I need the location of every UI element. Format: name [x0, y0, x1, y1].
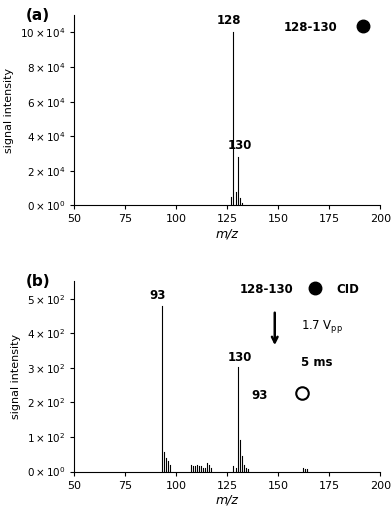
X-axis label: m/z: m/z — [216, 227, 239, 240]
Y-axis label: signal intensity: signal intensity — [11, 334, 21, 419]
X-axis label: m/z: m/z — [216, 493, 239, 506]
Text: 130: 130 — [227, 139, 252, 152]
Text: (a): (a) — [25, 8, 50, 23]
Text: 128-130: 128-130 — [284, 21, 338, 34]
Text: $1.7\ \mathrm{V_{pp}}$: $1.7\ \mathrm{V_{pp}}$ — [301, 318, 343, 336]
Text: 130: 130 — [227, 351, 252, 364]
Text: (b): (b) — [25, 274, 50, 289]
Text: CID: CID — [336, 283, 359, 296]
Y-axis label: signal intensity: signal intensity — [4, 68, 15, 153]
Text: 128: 128 — [217, 14, 241, 27]
Text: 93: 93 — [150, 289, 166, 302]
Text: 128-130: 128-130 — [240, 283, 293, 296]
Text: 93: 93 — [252, 389, 268, 402]
Text: 5 ms: 5 ms — [301, 355, 332, 369]
